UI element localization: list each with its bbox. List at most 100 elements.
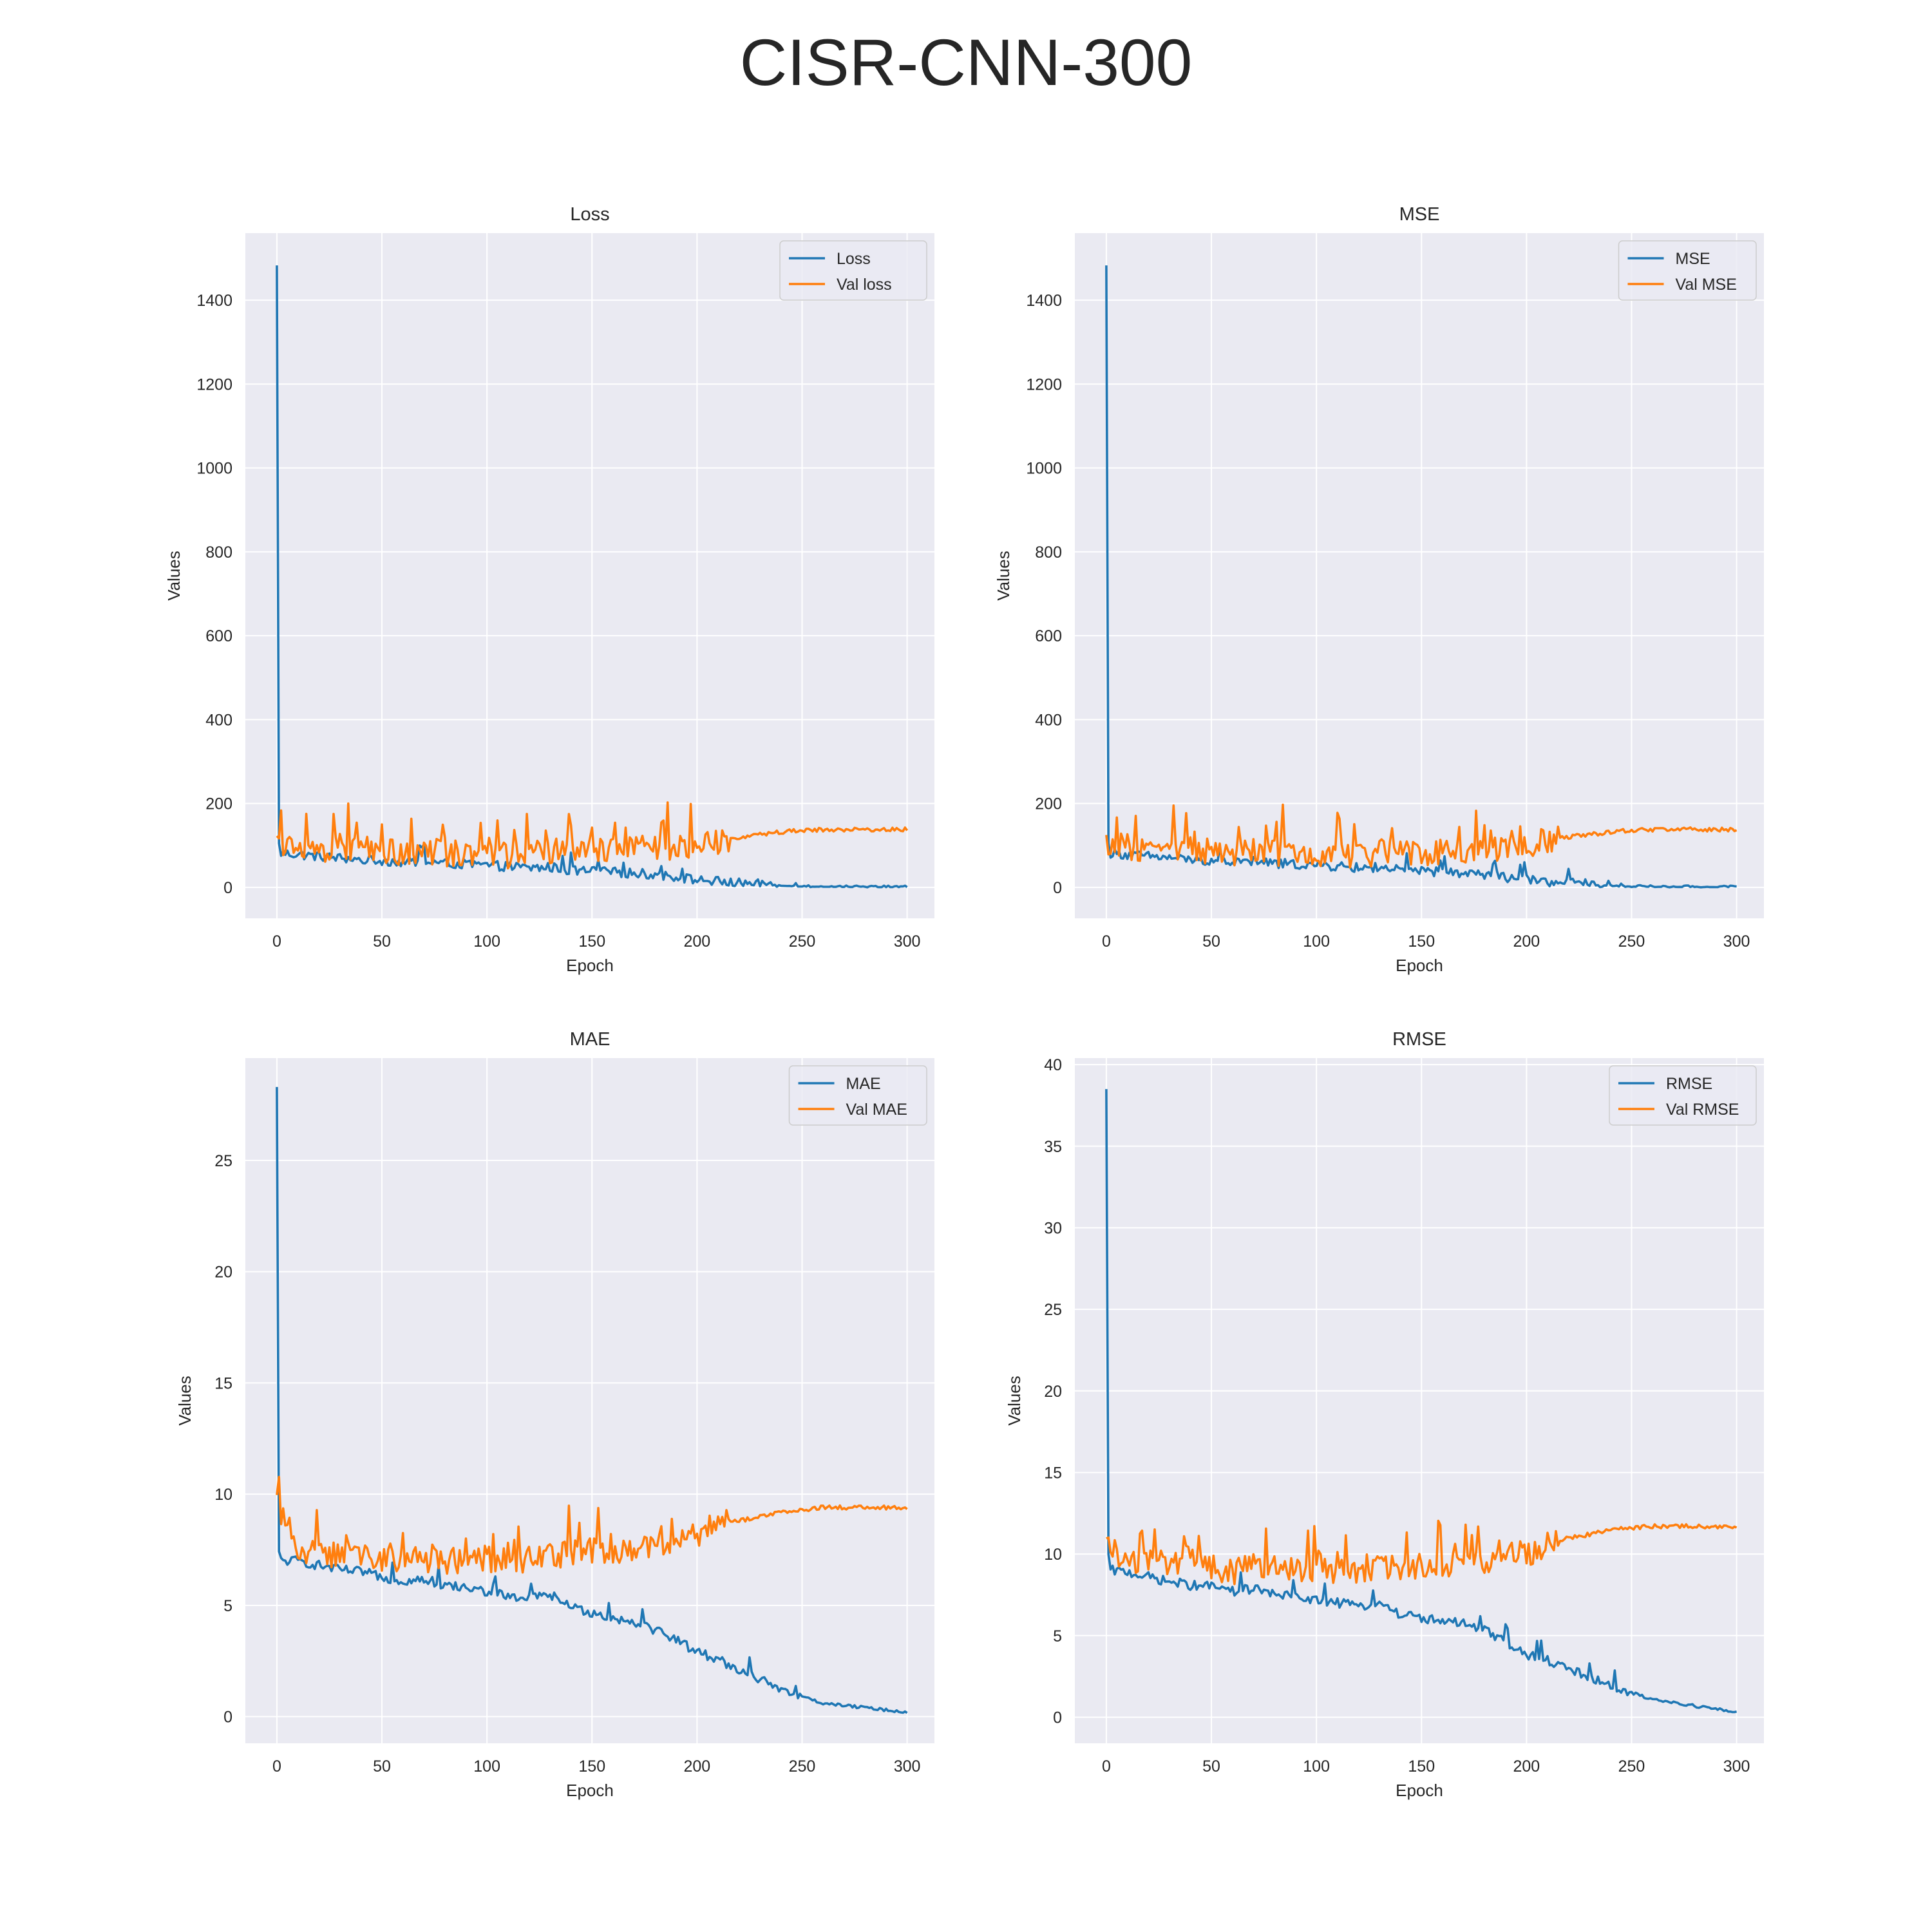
series-line-loss (276, 265, 908, 889)
legend-label: MAE (846, 1075, 881, 1093)
y-tick-label: 1200 (1026, 375, 1062, 393)
y-tick-label: 0 (223, 1709, 232, 1727)
y-tick-label: 30 (1044, 1219, 1062, 1237)
y-tick-label: 20 (214, 1264, 232, 1282)
x-tick-label: 50 (373, 933, 391, 951)
legend: MSE Val MSE (1618, 240, 1757, 301)
subplot-title: MSE (1399, 204, 1440, 225)
subplot-mse: 0 50 100 150 200 250 300 0 200 400 600 800 1000 1200 1… (994, 204, 1764, 975)
subplot-title: MAE (570, 1029, 611, 1050)
legend-box (1609, 1065, 1757, 1126)
y-tick-label: 10 (214, 1486, 232, 1504)
legend-label: Val MAE (846, 1101, 907, 1119)
legend: RMSE Val RMSE (1609, 1065, 1757, 1126)
y-tick-label: 400 (1035, 711, 1062, 729)
plot-area (1075, 1058, 1764, 1743)
y-tick-label: 25 (214, 1152, 232, 1170)
y-axis-label: Values (175, 1376, 194, 1426)
legend-box (1618, 240, 1757, 301)
y-tick-label: 25 (1044, 1301, 1062, 1319)
y-axis-label: Values (994, 551, 1013, 601)
x-tick-label: 200 (684, 933, 711, 951)
x-tick-label: 50 (1202, 933, 1220, 951)
x-tick-label: 150 (578, 933, 605, 951)
subplot-mae: 0 50 100 150 200 250 300 0 5 10 15 20 25 MAE Epoch Valu… (175, 1029, 934, 1800)
y-tick-label: 20 (1044, 1383, 1062, 1401)
series-line-val-mse (1105, 803, 1738, 869)
x-tick-label: 50 (1202, 1757, 1220, 1776)
subplot-grid: 0 50 100 150 200 250 3000200400600800100012001… (164, 204, 1764, 1800)
x-axis-label: Epoch (1396, 1781, 1443, 1800)
y-tick-label: 1200 (196, 375, 232, 393)
legend-label: RMSE (1666, 1075, 1712, 1093)
legend: MAE Val MAE (788, 1065, 927, 1126)
y-tick-label: 1400 (196, 292, 232, 310)
series-line-val-rmse (1106, 1519, 1738, 1586)
x-tick-label: 100 (1303, 933, 1330, 951)
y-tick-label: 400 (205, 711, 232, 729)
x-tick-label: 300 (1723, 933, 1750, 951)
subplot-title: Loss (570, 204, 609, 225)
y-tick-label: 600 (205, 627, 232, 645)
x-tick-label: 150 (1408, 933, 1435, 951)
x-tick-label: 0 (272, 933, 281, 951)
legend-box (788, 1065, 927, 1126)
y-tick-label: 600 (1035, 627, 1062, 645)
legend-label: Val loss (837, 276, 892, 294)
legend-label: MSE (1676, 250, 1710, 268)
x-tick-label: 0 (1102, 933, 1111, 951)
figure-title: CISR-CNN-300 (740, 26, 1193, 99)
x-tick-label: 300 (1723, 1757, 1750, 1776)
x-tick-label: 250 (789, 933, 816, 951)
y-tick-label: 1000 (196, 460, 232, 478)
y-tick-label: 5 (223, 1597, 232, 1615)
y-tick-label: 40 (1044, 1056, 1062, 1074)
y-tick-label: 35 (1044, 1138, 1062, 1156)
subplot-title: RMSE (1392, 1029, 1446, 1050)
y-tick-label: 5 (1053, 1627, 1062, 1645)
x-tick-label: 100 (473, 933, 500, 951)
y-axis-label: Values (1005, 1376, 1024, 1426)
series-line-mse (1105, 265, 1737, 889)
y-tick-label: 15 (214, 1374, 232, 1392)
x-tick-label: 300 (894, 933, 921, 951)
x-tick-label: 150 (1408, 1757, 1435, 1776)
x-tick-label: 250 (1618, 933, 1645, 951)
subplot-rmse: 0 50 100 150 200 250 300 0 5 10 15 20 25 30 35 40 RMSE Ep… (1005, 1029, 1764, 1800)
legend-box (779, 240, 927, 301)
legend-label: Val RMSE (1666, 1101, 1739, 1119)
series-line-mae (276, 1086, 908, 1714)
y-tick-label: 15 (1044, 1464, 1062, 1482)
x-axis-label: Epoch (566, 1781, 614, 1800)
x-tick-label: 100 (473, 1757, 500, 1776)
y-tick-label: 200 (205, 795, 232, 813)
x-tick-label: 0 (1102, 1757, 1111, 1776)
x-axis-label: Epoch (566, 956, 614, 975)
y-tick-label: 0 (1053, 1709, 1062, 1727)
y-tick-label: 0 (223, 879, 232, 897)
y-tick-label: 800 (205, 544, 232, 562)
series-line-val-loss (276, 801, 909, 870)
x-tick-label: 200 (684, 1757, 711, 1776)
series-line-rmse (1105, 1089, 1737, 1714)
y-tick-label: 0 (1053, 879, 1062, 897)
y-tick-label: 1400 (1026, 292, 1062, 310)
x-tick-label: 50 (373, 1757, 391, 1776)
x-tick-label: 200 (1513, 933, 1540, 951)
series-line-val-mae (276, 1475, 908, 1575)
plot-area (245, 1058, 934, 1743)
y-tick-label: 200 (1035, 795, 1062, 813)
x-tick-label: 200 (1513, 1757, 1540, 1776)
x-axis-label: Epoch (1396, 956, 1443, 975)
legend-label: Val MSE (1676, 276, 1737, 294)
subplot-loss: 0 50 100 150 200 250 300 0 200 400 600 800 1000 1200 1… (164, 204, 934, 975)
x-tick-label: 250 (1618, 1757, 1645, 1776)
y-tick-label: 800 (1035, 544, 1062, 562)
legend: Loss Val loss (779, 240, 927, 301)
plot-area (245, 233, 934, 918)
y-tick-label: 1000 (1026, 460, 1062, 478)
legend-label: Loss (837, 250, 871, 268)
y-tick-label: 10 (1044, 1546, 1062, 1564)
y-axis-label: Values (164, 551, 184, 601)
